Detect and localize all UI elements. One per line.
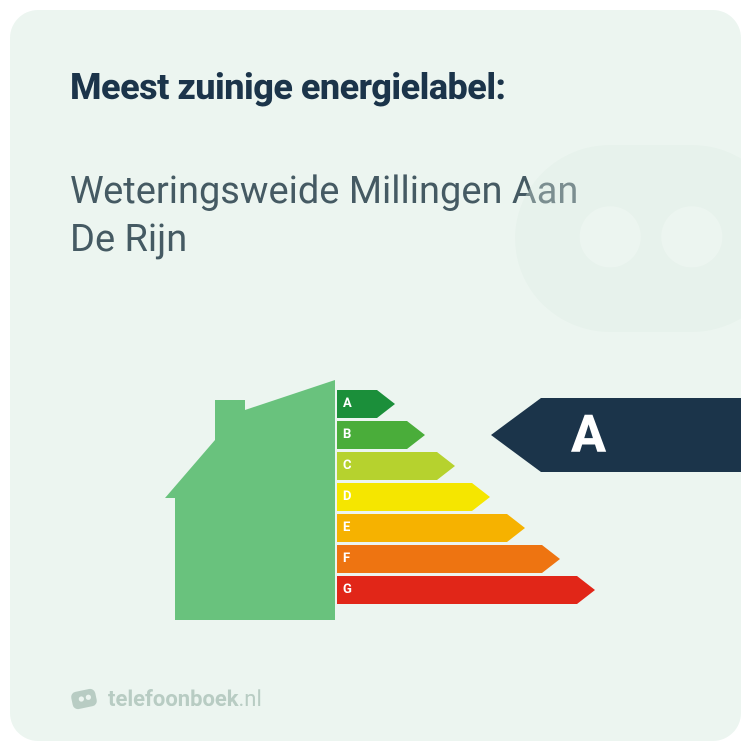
energy-bar-arrow-icon bbox=[407, 421, 425, 449]
energy-bar-body bbox=[337, 545, 542, 573]
banner-arrow-icon bbox=[491, 398, 541, 472]
brand-name-tld: .nl bbox=[239, 687, 262, 712]
house-icon bbox=[165, 380, 335, 620]
energy-bar-body bbox=[337, 483, 472, 511]
energy-bar-arrow-icon bbox=[507, 514, 525, 542]
energy-bar-arrow-icon bbox=[542, 545, 560, 573]
page-title: Meest zuinige energielabel: bbox=[70, 66, 681, 108]
energy-bar-label: A bbox=[343, 390, 352, 418]
assigned-rating-label: A bbox=[571, 398, 606, 472]
energy-bar-label: F bbox=[343, 545, 350, 573]
energy-bar-body bbox=[337, 452, 437, 480]
location-name: Weteringsweide Millingen Aan De Rijn bbox=[70, 168, 630, 263]
energy-bar-arrow-icon bbox=[437, 452, 455, 480]
energy-bar-label: G bbox=[343, 576, 352, 604]
energy-bar-arrow-icon bbox=[577, 576, 595, 604]
energy-bar-body bbox=[337, 576, 577, 604]
energy-bar-body bbox=[337, 514, 507, 542]
assigned-rating-banner: A bbox=[491, 398, 741, 472]
brand-name-strong: telefoonboek bbox=[108, 687, 239, 712]
energy-bar-label: C bbox=[343, 452, 352, 480]
footer-brand: telefoonboek.nl bbox=[70, 685, 262, 713]
energy-bar-arrow-icon bbox=[472, 483, 490, 511]
energy-bar-label: E bbox=[343, 514, 350, 542]
energy-bar-label: B bbox=[343, 421, 351, 449]
card: Meest zuinige energielabel: Weteringswei… bbox=[10, 10, 741, 741]
brand-icon bbox=[70, 685, 98, 713]
energy-bar-arrow-icon bbox=[377, 390, 395, 418]
energy-bar-label: D bbox=[343, 483, 351, 511]
